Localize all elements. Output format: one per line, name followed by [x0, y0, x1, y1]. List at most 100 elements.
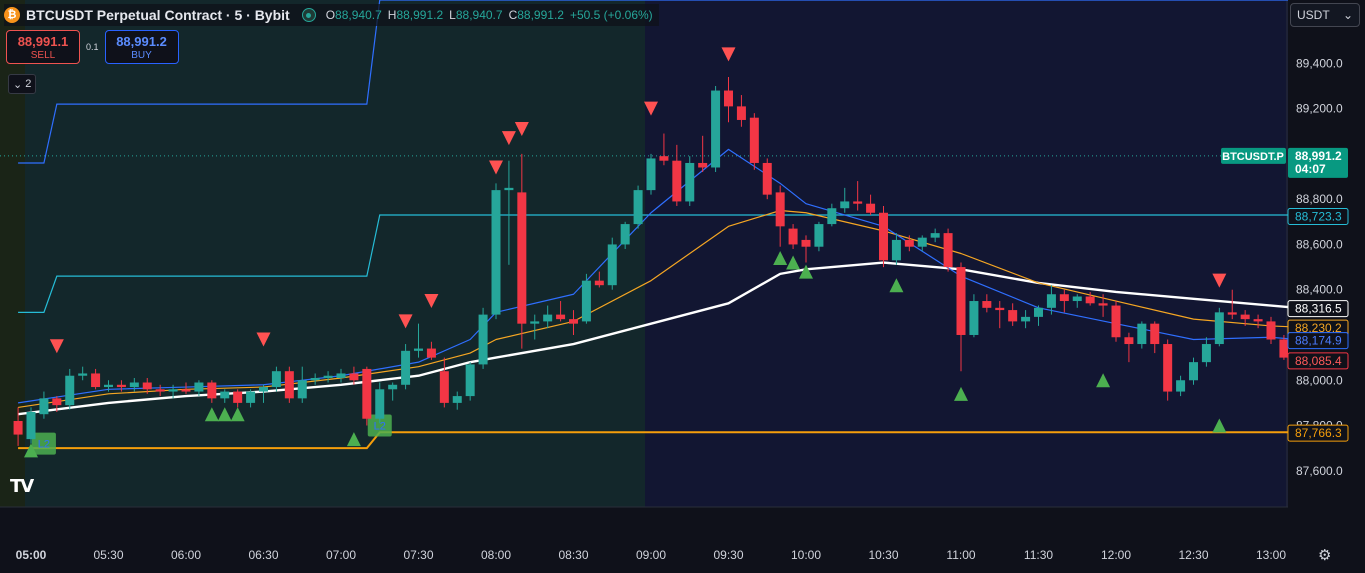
candle-body [271, 371, 281, 388]
candle-body [749, 117, 759, 163]
candle [607, 237, 617, 290]
candle-body [168, 389, 178, 392]
candle-body [995, 307, 1005, 311]
symbol-title[interactable]: BTCUSDT Perpetual Contract · 5 · Bybit [26, 7, 290, 23]
candle [620, 221, 630, 249]
candle-body [310, 377, 320, 381]
candle-body [491, 190, 501, 315]
candle-body [1034, 307, 1043, 317]
candle-body [336, 373, 346, 378]
x-tick-label: 07:00 [326, 548, 356, 562]
candle [1266, 316, 1276, 345]
candle-body [724, 90, 733, 107]
candle [129, 377, 139, 392]
currency-select[interactable]: USDT ⌄ [1290, 3, 1360, 27]
x-tick-label: 09:00 [636, 548, 666, 562]
currency-value: USDT [1297, 8, 1330, 22]
candle-body [556, 314, 566, 320]
sell-signal-triangle [424, 294, 439, 309]
level-label-text: L2 [38, 439, 50, 451]
candle [1124, 332, 1134, 363]
bitcoin-icon: ₿ [4, 7, 20, 23]
candle-body [620, 224, 630, 245]
candle [956, 262, 966, 372]
signals [24, 47, 1227, 458]
x-tick-label: 12:30 [1178, 548, 1208, 562]
candle-body [426, 348, 436, 358]
indicators-toggle-button[interactable]: ⌄ 2 [8, 74, 37, 94]
buy-signal-triangle [954, 386, 968, 401]
buy-label: BUY [131, 49, 152, 61]
candle-body [543, 314, 553, 322]
candle-body [1201, 344, 1211, 363]
price-label: 88,174.9 [1287, 332, 1349, 350]
price-label-box [1287, 332, 1349, 350]
x-tick-label: 06:00 [171, 548, 201, 562]
candle-body [698, 162, 708, 168]
y-tick-label: 88,000.0 [1296, 373, 1343, 387]
candle-body [646, 158, 656, 191]
level-label-box [31, 432, 56, 455]
candle [491, 183, 501, 320]
buy-signal-triangle [799, 264, 813, 279]
candle [1137, 321, 1147, 349]
candle-body [39, 398, 49, 415]
candle-body [284, 371, 294, 399]
candle [1085, 291, 1095, 306]
sell-button[interactable]: 88,991.1 SELL [6, 30, 80, 64]
price-label-box [1287, 352, 1349, 370]
candle [194, 380, 204, 397]
candle-body [866, 203, 876, 213]
x-tick-label: 05:30 [93, 548, 123, 562]
settings-gear-icon[interactable]: ⚙ [1318, 547, 1332, 564]
candle-body [13, 420, 23, 435]
candle-body [762, 162, 772, 195]
price-label-box [1287, 300, 1349, 318]
buy-button[interactable]: 88,991.2 BUY [104, 30, 179, 64]
x-tick-label: 11:00 [946, 548, 975, 562]
candle-body [375, 389, 385, 419]
candles [13, 76, 1328, 446]
candle-body [1124, 337, 1134, 345]
candle [452, 391, 462, 410]
y-tick-label: 88,600.0 [1296, 237, 1343, 251]
candle [1098, 294, 1108, 317]
candle-body [1085, 296, 1095, 304]
sell-signal-triangle [1212, 273, 1227, 288]
candle-body [1214, 312, 1224, 345]
candle-body [1072, 296, 1082, 302]
buy-signal-triangle [24, 443, 38, 458]
candle-body [65, 375, 75, 406]
candle [594, 271, 604, 288]
session-asia [25, 0, 651, 507]
sell-signal-triangle [721, 47, 736, 62]
candle-body [853, 201, 863, 204]
candle-body [1189, 362, 1198, 381]
candle [982, 294, 992, 313]
candle [478, 307, 488, 369]
sell-signal-triangle [489, 160, 503, 175]
candle-body [401, 350, 411, 385]
x-tick-label: 07:30 [403, 548, 433, 562]
candle [995, 301, 1005, 329]
session-background [0, 0, 1365, 508]
buy-price: 88,991.2 [116, 33, 167, 49]
ohlc-low-value: 88,940.7 [455, 8, 503, 22]
candle [310, 373, 320, 385]
candle [891, 233, 901, 265]
candle [91, 368, 101, 390]
buy-signal-triangle [204, 407, 219, 422]
candle [904, 235, 914, 252]
sell-signal-triangle [644, 101, 658, 116]
candle [246, 389, 256, 408]
candle-body [362, 368, 372, 419]
sell-signal-triangle [501, 131, 516, 146]
candle [155, 384, 165, 397]
ohlc-open-key: O [325, 8, 336, 22]
x-tick-label: 10:30 [868, 548, 898, 562]
candle [866, 194, 876, 216]
price-label: 87,766.3 [1287, 424, 1349, 442]
